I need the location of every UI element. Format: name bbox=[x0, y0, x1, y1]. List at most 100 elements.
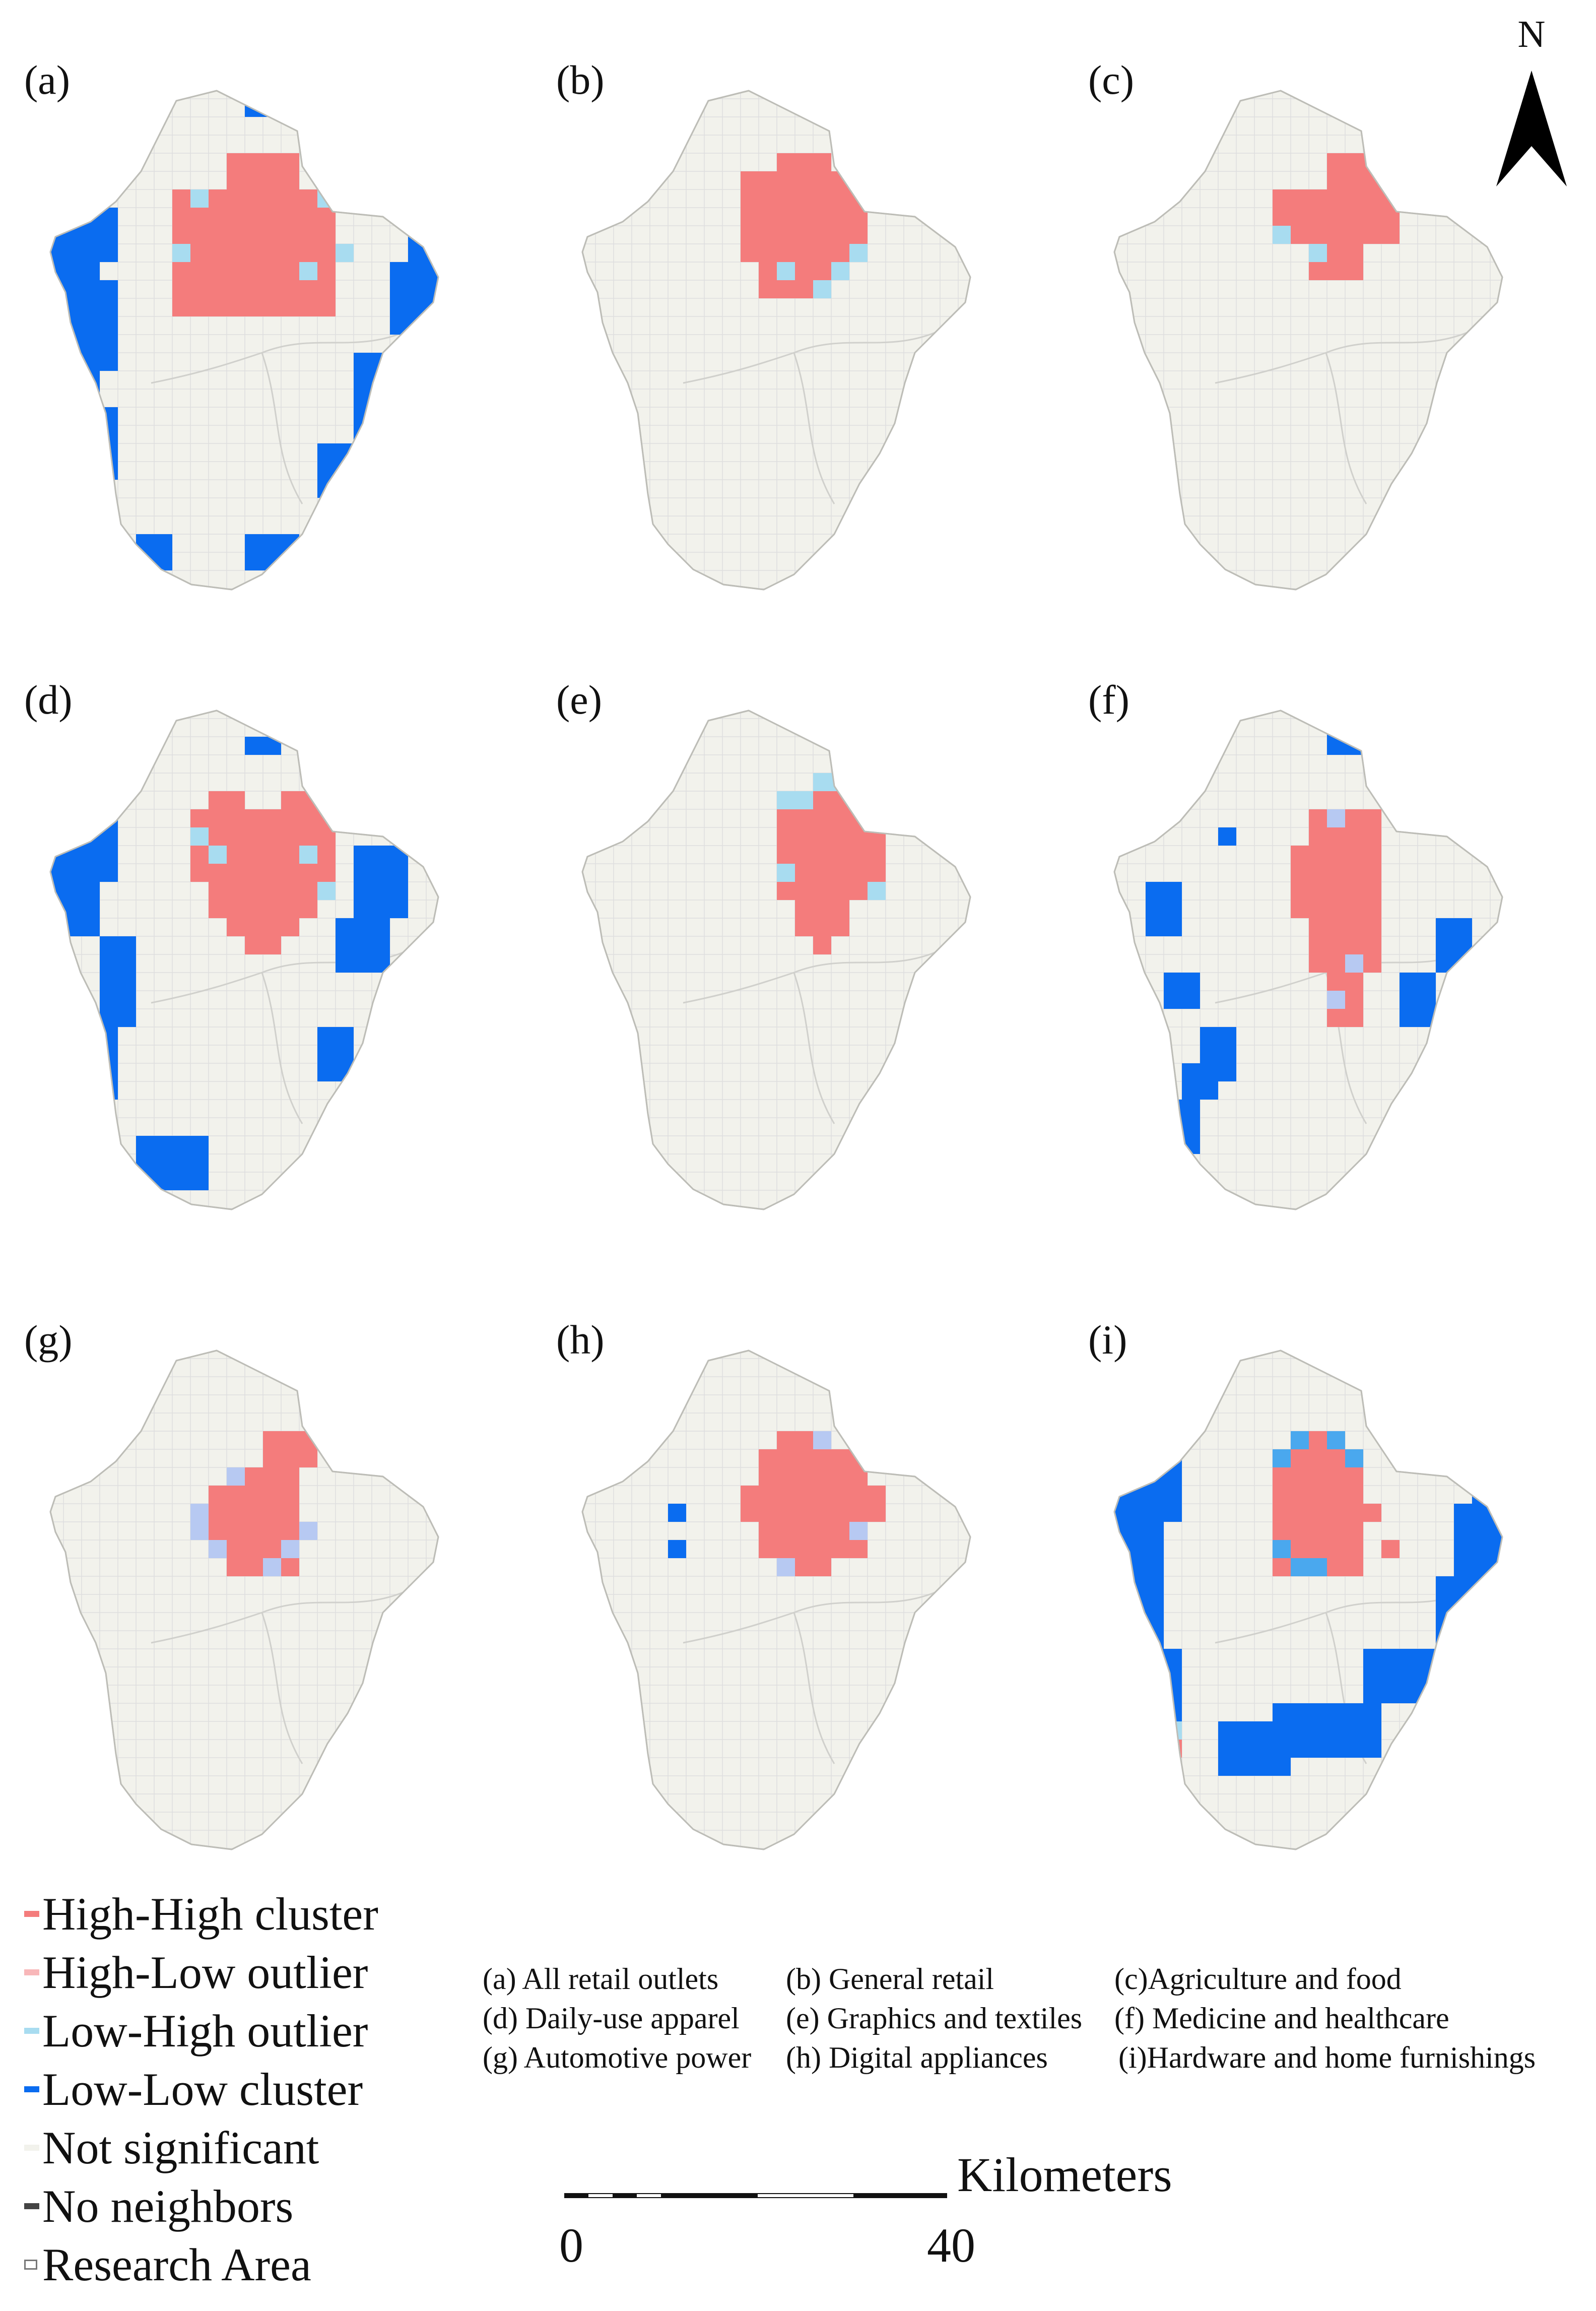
grid-cell-low-low bbox=[1454, 1613, 1472, 1631]
grid-cell-low-low bbox=[372, 954, 390, 973]
grid-cell-low-low bbox=[354, 371, 372, 389]
grid-cell-high-high bbox=[172, 226, 190, 244]
grid-cell-high-high bbox=[1273, 1486, 1291, 1504]
grid-cell-low-high bbox=[209, 846, 227, 864]
grid-cell-high-high bbox=[1309, 900, 1327, 918]
grid-cell-low-high bbox=[336, 244, 354, 262]
grid-cell-low-low bbox=[372, 425, 390, 443]
grid-cell-high-high bbox=[813, 189, 831, 208]
grid-cell-low-low bbox=[1327, 737, 1345, 755]
legend-swatch bbox=[24, 2028, 39, 2034]
legend: High-High cluster High-Low outlier Low-H… bbox=[20, 1885, 474, 2294]
grid-cell-high-high bbox=[1291, 1449, 1309, 1467]
grid-cell-low-low bbox=[372, 353, 390, 371]
grid-cell-low-low bbox=[100, 954, 118, 973]
grid-cell-high-high bbox=[849, 864, 868, 882]
grid-cell-high-high bbox=[263, 298, 281, 316]
grid-cell-high-high bbox=[172, 189, 190, 208]
grid-cell-low-low bbox=[1164, 973, 1182, 991]
grid-cell-low-low bbox=[82, 389, 100, 407]
grid-cell-low-low bbox=[1581, 864, 1596, 882]
grid-cell-high-high bbox=[813, 1467, 831, 1486]
panel-map-svg bbox=[581, 90, 971, 591]
grid-cell-high-high bbox=[263, 189, 281, 208]
grid-cell-low-high bbox=[831, 262, 849, 280]
grid-cell-low-high-i bbox=[1291, 1558, 1309, 1576]
grid-cell-low-low bbox=[1127, 1685, 1146, 1703]
legend-swatch bbox=[24, 2086, 39, 2092]
grid-cell-low-low bbox=[1114, 1703, 1127, 1721]
grid-cell-high-high bbox=[1363, 226, 1381, 244]
grid-cell-high-high bbox=[245, 827, 263, 846]
grid-cell-high-high bbox=[245, 882, 263, 900]
grid-cell-high-high bbox=[1327, 189, 1345, 208]
grid-cell-high-high bbox=[795, 1431, 813, 1449]
grid-cell-low-high-lilac bbox=[299, 1522, 317, 1540]
grid-cell-high-high bbox=[227, 171, 245, 189]
research-area-border bbox=[1113, 1350, 1503, 1850]
grid-cell-low-low bbox=[354, 864, 372, 882]
grid-cell-low-low bbox=[1490, 1449, 1502, 1467]
grid-cell-low-low bbox=[1127, 1504, 1146, 1522]
grid-cell-high-high bbox=[777, 171, 795, 189]
grid-cell-low-low bbox=[354, 882, 372, 900]
legend-label: Low-Low cluster bbox=[42, 2064, 363, 2115]
grid-cell-low-low bbox=[1472, 1594, 1490, 1613]
grid-cell-high-high bbox=[1363, 208, 1381, 226]
grid-cell-low-low bbox=[1472, 1467, 1490, 1486]
research-area-border bbox=[581, 710, 971, 1210]
grid-cell-low-low bbox=[118, 973, 136, 991]
grid-cell-low-low bbox=[1363, 737, 1381, 755]
grid-cell-low-low bbox=[1436, 755, 1454, 773]
panel-map-svg bbox=[49, 90, 439, 591]
grid-cell-high-high bbox=[1363, 954, 1381, 973]
grid-cell-high-high bbox=[190, 864, 209, 882]
legend-item-low-high: Low-High outlier bbox=[20, 2002, 474, 2060]
grid-cell-high-high bbox=[795, 244, 813, 262]
grid-cell-high-high bbox=[1327, 864, 1345, 882]
grid-cell-low-low bbox=[82, 462, 100, 480]
grid-cell-low-high bbox=[868, 882, 886, 900]
grid-cell-high-high bbox=[1291, 1540, 1309, 1558]
grid-cell-high-high bbox=[299, 189, 317, 208]
panel-map-svg bbox=[581, 1350, 971, 1850]
grid-cell-low-low bbox=[668, 1540, 686, 1558]
grid-cell-low-low bbox=[63, 846, 82, 864]
grid-cell-low-low bbox=[63, 827, 82, 846]
grid-cell-high-high bbox=[281, 882, 299, 900]
legend-swatch bbox=[24, 2260, 37, 2270]
grid-cell-high-high bbox=[227, 226, 245, 244]
grid-cell-low-low bbox=[1164, 1486, 1182, 1504]
grid-cell-low-low bbox=[668, 1504, 686, 1522]
grid-cell-low-low bbox=[1127, 1467, 1146, 1486]
grid-cell-low-low bbox=[50, 389, 63, 407]
panel-map-svg bbox=[581, 710, 971, 1210]
grid-cell-high-high bbox=[1345, 226, 1363, 244]
grid-cell-high-high bbox=[245, 1467, 263, 1486]
grid-cell-high-high bbox=[1345, 262, 1363, 280]
grid-cell-low-high bbox=[1309, 244, 1327, 262]
grid-cell-low-low bbox=[1472, 1413, 1490, 1431]
grid-cell-low-low bbox=[1345, 737, 1363, 755]
research-area-border bbox=[49, 90, 439, 591]
grid-cell-low-low bbox=[426, 208, 438, 226]
grid-cell-high-high bbox=[777, 280, 795, 298]
grid-cell-low-low bbox=[82, 1081, 100, 1100]
grid-cell-high-high bbox=[868, 1486, 886, 1504]
grid-cell-high-high bbox=[281, 1431, 299, 1449]
grid-cell-high-high bbox=[209, 809, 227, 827]
grid-cell-high-high bbox=[1327, 1540, 1345, 1558]
grid-cell-high-high bbox=[1345, 846, 1363, 864]
grid-cell-low-high bbox=[299, 846, 317, 864]
grid-cell-high-high bbox=[1345, 208, 1363, 226]
grid-cell-high-high bbox=[281, 1467, 299, 1486]
grid-cell-high-high bbox=[317, 827, 336, 846]
grid-cell-high-high bbox=[1345, 936, 1363, 954]
grid-cell-high-high bbox=[849, 171, 868, 189]
grid-cell-high-high bbox=[190, 244, 209, 262]
grid-cell-high-high bbox=[795, 1522, 813, 1540]
grid-cell-high-high bbox=[813, 171, 831, 189]
grid-cell-low-low bbox=[118, 954, 136, 973]
grid-cell-low-low bbox=[172, 1172, 190, 1190]
grid-cell-high-high bbox=[1273, 1467, 1291, 1486]
